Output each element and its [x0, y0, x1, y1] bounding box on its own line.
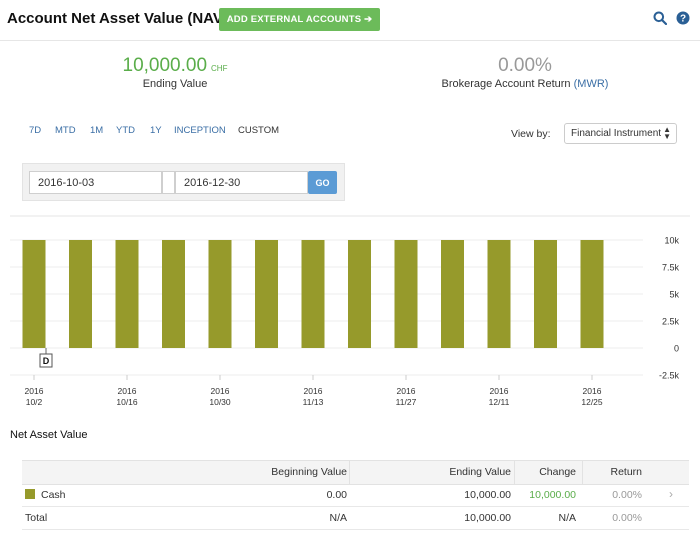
- total-return: 0.00%: [612, 512, 642, 524]
- header-divider: [0, 40, 700, 41]
- total-beginning: N/A: [329, 512, 347, 524]
- x-tick-date: 11/27: [396, 397, 417, 407]
- nav-bar-chart: 10k7.5k5k2.5k0-2.5k201610/2201610/162016…: [10, 215, 690, 407]
- total-change: N/A: [558, 512, 576, 524]
- x-tick-date: 11/13: [303, 397, 324, 407]
- y-tick-label: 10k: [664, 236, 679, 246]
- mwr-link[interactable]: (MWR): [573, 78, 609, 90]
- row-return: 0.00%: [612, 489, 642, 501]
- bar: [394, 240, 418, 348]
- view-by-select[interactable]: Financial Instrument ▲ ▼: [564, 123, 677, 144]
- x-tick-date: 10/16: [116, 397, 138, 407]
- bar: [441, 240, 464, 348]
- x-tick-date: 10/2: [26, 397, 43, 407]
- bar: [115, 240, 139, 348]
- table-total-row: Total N/A 10,000.00 N/A 0.00%: [22, 507, 689, 530]
- y-tick-label: 7.5k: [662, 263, 680, 273]
- x-tick-date: 12/11: [489, 397, 510, 407]
- end-date-input[interactable]: 2016-12-30: [175, 171, 308, 194]
- search-icon[interactable]: [653, 11, 668, 26]
- range-custom[interactable]: CUSTOM: [238, 125, 279, 136]
- range-7d[interactable]: 7D: [29, 125, 42, 136]
- chevron-right-icon[interactable]: ›: [669, 487, 673, 501]
- col-ending-value: Ending Value: [449, 466, 511, 478]
- row-beginning: 0.00: [326, 489, 347, 501]
- y-tick-label: -2.5k: [659, 371, 680, 381]
- ending-value-amount: 10,000.00: [122, 55, 208, 76]
- bar: [301, 240, 325, 348]
- table-header-row: Beginning Value Ending Value Change Retu…: [22, 460, 689, 485]
- x-tick-year: 2016: [304, 386, 323, 396]
- nav-table-title: Net Asset Value: [10, 429, 88, 441]
- help-icon[interactable]: ?: [676, 11, 690, 25]
- col-return: Return: [610, 466, 642, 478]
- table-row[interactable]: Cash 0.00 10,000.00 10,000.00 0.00% ›: [22, 484, 689, 507]
- account-return-label: Brokerage Account Return (MWR): [420, 78, 630, 90]
- view-by-label: View by:: [511, 128, 551, 140]
- add-external-accounts-button[interactable]: ADD EXTERNAL ACCOUNTS ➔: [219, 8, 380, 31]
- range-mtd[interactable]: MTD: [55, 125, 76, 136]
- x-tick-date: 10/30: [209, 397, 231, 407]
- bar: [255, 240, 278, 348]
- view-by-selected: Financial Instrument: [571, 128, 662, 139]
- col-change: Change: [539, 466, 576, 478]
- ending-value: 10,000.00 CHF: [100, 55, 250, 77]
- bar: [208, 240, 232, 348]
- date-separator: [162, 171, 175, 194]
- range-1y[interactable]: 1Y: [150, 125, 162, 136]
- ending-value-label: Ending Value: [142, 78, 208, 90]
- bar: [162, 240, 185, 348]
- y-tick-label: 0: [674, 344, 679, 354]
- y-tick-label: 5k: [669, 290, 679, 300]
- range-inception[interactable]: INCEPTION: [174, 125, 226, 136]
- ending-value-currency: CHF: [211, 64, 228, 73]
- cash-color-swatch: [25, 489, 35, 499]
- account-return-label-text: Brokerage Account Return: [441, 78, 571, 90]
- select-arrows-icon: ▲ ▼: [663, 125, 671, 141]
- y-tick-label: 2.5k: [662, 317, 680, 327]
- x-tick-year: 2016: [397, 386, 416, 396]
- row-change: 10,000.00: [529, 489, 576, 501]
- bar: [534, 240, 557, 348]
- start-date-input[interactable]: 2016-10-03: [29, 171, 162, 194]
- x-tick-year: 2016: [211, 386, 230, 396]
- x-tick-year: 2016: [25, 386, 44, 396]
- row-name: Cash: [41, 489, 66, 501]
- go-button[interactable]: GO: [308, 171, 337, 194]
- page-title: Account Net Asset Value (NAV): [7, 10, 228, 27]
- bar: [22, 240, 46, 348]
- x-tick-date: 12/25: [581, 397, 603, 407]
- row-ending: 10,000.00: [464, 489, 511, 501]
- annotation-box: [39, 353, 53, 368]
- total-label: Total: [25, 512, 48, 524]
- bar: [580, 240, 604, 348]
- annotation-label: D: [43, 356, 50, 366]
- total-ending: 10,000.00: [464, 512, 511, 524]
- x-tick-year: 2016: [490, 386, 509, 396]
- bar: [69, 240, 92, 348]
- svg-text:?: ?: [680, 14, 686, 25]
- range-ytd[interactable]: YTD: [116, 125, 135, 136]
- range-1m[interactable]: 1M: [90, 125, 104, 136]
- bar: [348, 240, 371, 348]
- x-tick-year: 2016: [583, 386, 602, 396]
- bar: [487, 240, 511, 348]
- col-beginning-value: Beginning Value: [271, 466, 347, 478]
- account-return-value: 0.00%: [498, 55, 552, 76]
- x-tick-year: 2016: [118, 386, 137, 396]
